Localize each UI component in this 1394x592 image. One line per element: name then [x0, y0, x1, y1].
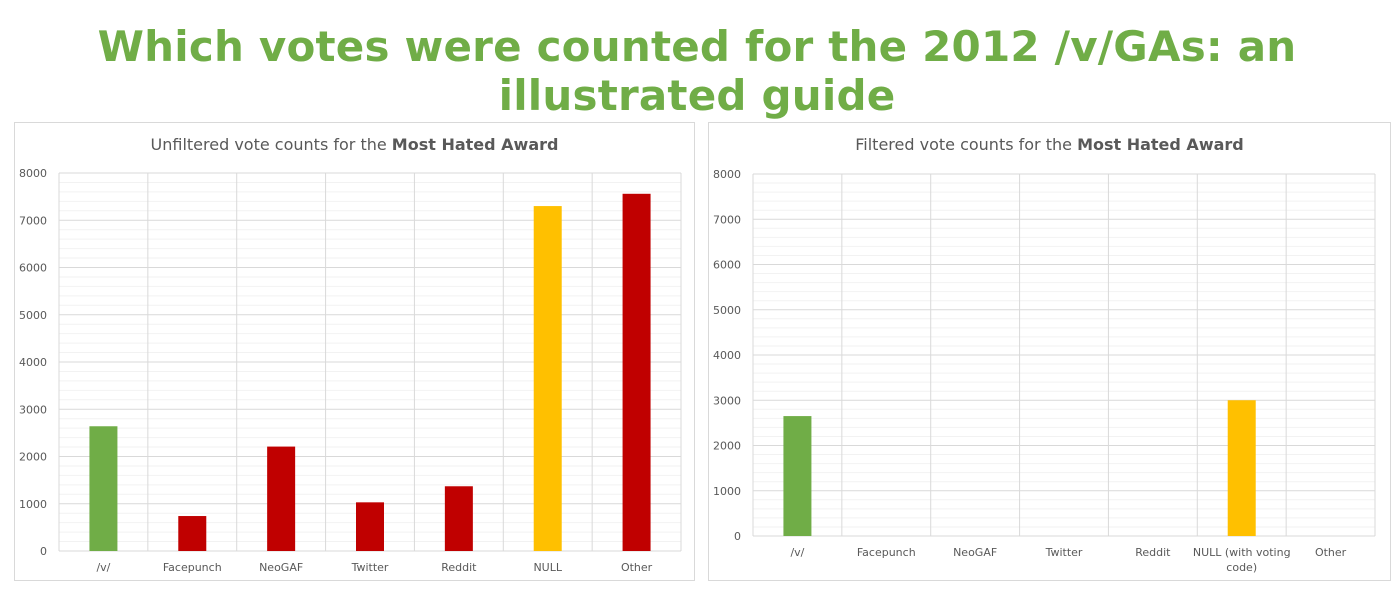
y-tick-label: 7000: [19, 214, 47, 227]
x-tick-label: NeoGAF: [953, 546, 997, 559]
unfiltered-chart-svg: 0 1000 2000 3000 4000 5000 6000 7000 8000/v/Face…: [19, 167, 682, 574]
bar: [533, 206, 562, 551]
bar: [267, 446, 296, 551]
bar: [89, 426, 118, 551]
y-tick-label: 4000: [19, 356, 47, 369]
chart-title: Unfiltered vote counts for the Most Hate…: [15, 135, 694, 154]
x-tick-label: NULL (with voting code): [1193, 546, 1291, 574]
y-tick-label: 8000: [19, 167, 47, 180]
x-tick-label: Reddit: [441, 561, 477, 574]
y-tick-label: 2000: [19, 451, 47, 464]
x-tick-label: Other: [1315, 546, 1347, 559]
x-tick-label: Twitter: [1045, 546, 1083, 559]
x-tick-label: /v/: [790, 546, 804, 559]
y-tick-label: 1000: [19, 498, 47, 511]
chart-title-bold: Most Hated Award: [391, 135, 559, 154]
chart-title: Filtered vote counts for the Most Hated …: [709, 135, 1390, 154]
bar: [356, 502, 384, 551]
chart-title-prefix: Filtered vote counts for the: [855, 135, 1078, 154]
x-tick-label: /v/: [96, 561, 110, 574]
bar: [1227, 400, 1256, 536]
x-tick-label: Facepunch: [857, 546, 916, 559]
y-tick-label: 4000: [713, 349, 741, 362]
bar: [622, 193, 651, 551]
y-tick-label: 2000: [713, 440, 741, 453]
y-tick-label: 0: [734, 530, 741, 543]
bar: [178, 516, 207, 551]
y-tick-label: 6000: [713, 259, 741, 272]
chart-title-prefix: Unfiltered vote counts for the: [150, 135, 392, 154]
x-tick-label: NeoGAF: [259, 561, 303, 574]
page-title: Which votes were counted for the 2012 /v…: [97, 22, 1297, 120]
chart-title-bold: Most Hated Award: [1077, 135, 1244, 154]
x-tick-label: NULL: [533, 561, 562, 574]
y-tick-label: 6000: [19, 262, 47, 275]
y-tick-label: 1000: [713, 485, 741, 498]
x-tick-label: Other: [621, 561, 653, 574]
x-tick-label: Facepunch: [163, 561, 222, 574]
x-tick-label: Twitter: [351, 561, 389, 574]
filtered-chart-svg: 0 1000 2000 3000 4000 5000 6000 7000 8000/v/Face…: [713, 168, 1376, 574]
y-tick-label: 8000: [713, 168, 741, 181]
x-tick-label: Reddit: [1135, 546, 1171, 559]
y-tick-label: 0: [40, 545, 47, 558]
filtered-chart-panel: Filtered vote counts for the Most Hated …: [708, 122, 1391, 581]
y-tick-label: 5000: [19, 309, 47, 322]
y-tick-label: 5000: [713, 304, 741, 317]
unfiltered-chart-panel: Unfiltered vote counts for the Most Hate…: [14, 122, 695, 581]
bar: [783, 416, 812, 536]
y-tick-label: 3000: [713, 394, 741, 407]
y-tick-label: 3000: [19, 403, 47, 416]
y-tick-label: 7000: [713, 213, 741, 226]
bar: [444, 486, 473, 551]
